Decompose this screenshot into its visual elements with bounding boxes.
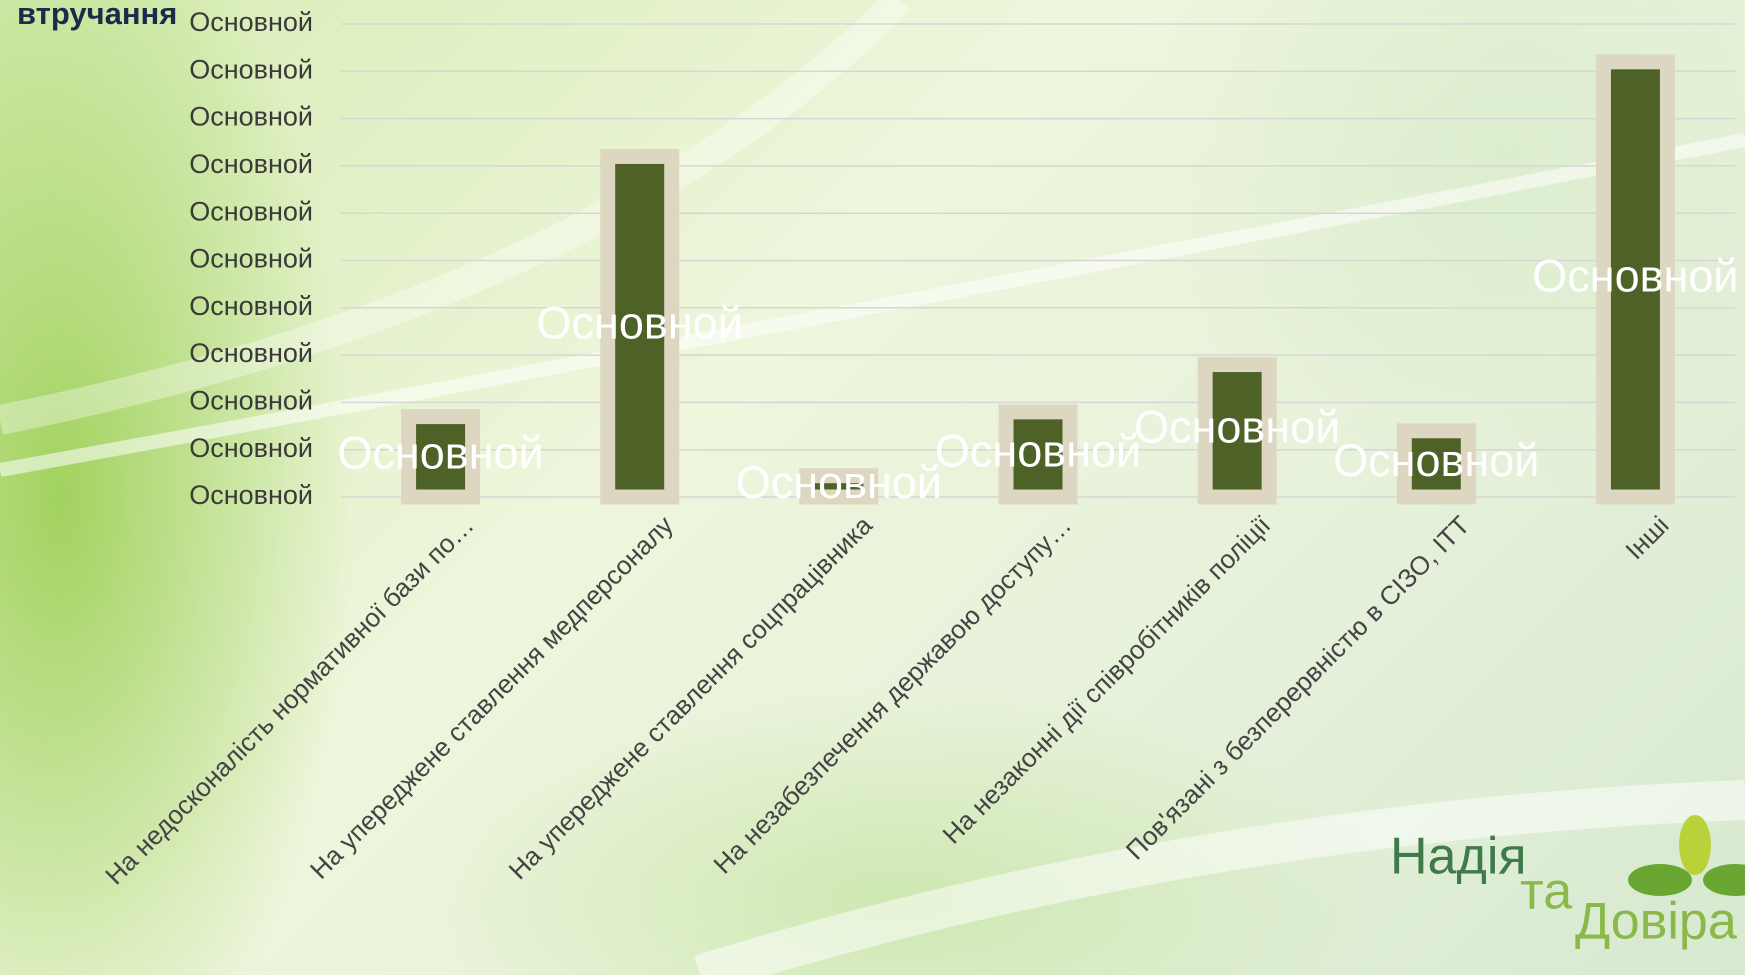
bar	[799, 468, 879, 505]
x-tick-label: На незаконні дії співробітників поліції	[937, 510, 1277, 850]
bar	[401, 409, 481, 505]
logo-text: Надія	[1390, 828, 1527, 886]
logo-text: Довіра	[1575, 893, 1737, 951]
bar	[600, 148, 680, 505]
y-tick-label: Основной	[189, 480, 313, 510]
bar	[1396, 423, 1476, 505]
decor-swoosh	[0, 0, 911, 435]
y-tick-label: Основной	[189, 196, 313, 226]
data-label: Основной	[1134, 402, 1340, 453]
logo-leaf	[1703, 864, 1745, 896]
y-tick-label: Основной	[189, 244, 313, 274]
data-label: Основной	[935, 425, 1141, 476]
data-label: Основной	[1333, 435, 1539, 486]
x-tick-label: На незабезпечення державою доступу…	[707, 510, 1077, 880]
y-tick-label: Основной	[189, 7, 313, 37]
bar	[1197, 357, 1277, 505]
data-label: Основной	[736, 457, 942, 508]
bar	[1595, 54, 1675, 505]
x-tick-label: На упереджене ставлення соцпрацівника	[503, 510, 879, 886]
decor-swoosh	[694, 780, 1745, 975]
logo-leaf	[1679, 815, 1711, 875]
x-tick-label: Інші	[1619, 510, 1674, 565]
bar	[998, 404, 1078, 505]
logo-text: та	[1520, 863, 1572, 921]
y-tick-label: Основной	[189, 433, 313, 463]
y-tick-label: Основной	[189, 338, 313, 368]
y-tick-label: Основной	[189, 291, 313, 321]
y-tick-label: Основной	[189, 54, 313, 84]
x-tick-label: На упереджене ставлення медперсоналу	[304, 510, 679, 885]
data-label: Основной	[1532, 250, 1738, 301]
data-label: Основной	[337, 428, 543, 479]
y-tick-label: Основной	[189, 386, 313, 416]
data-label: Основной	[537, 298, 743, 349]
y-tick-label: Основной	[189, 149, 313, 179]
y-tick-label: Основной	[189, 102, 313, 132]
x-tick-label: На недосконалість нормативної бази по…	[99, 510, 480, 891]
decor-swoosh	[0, 133, 1745, 477]
logo-leaf	[1628, 864, 1692, 896]
chart-title: втручання	[17, 0, 177, 31]
logo: Надія та Довіра	[1390, 815, 1745, 951]
